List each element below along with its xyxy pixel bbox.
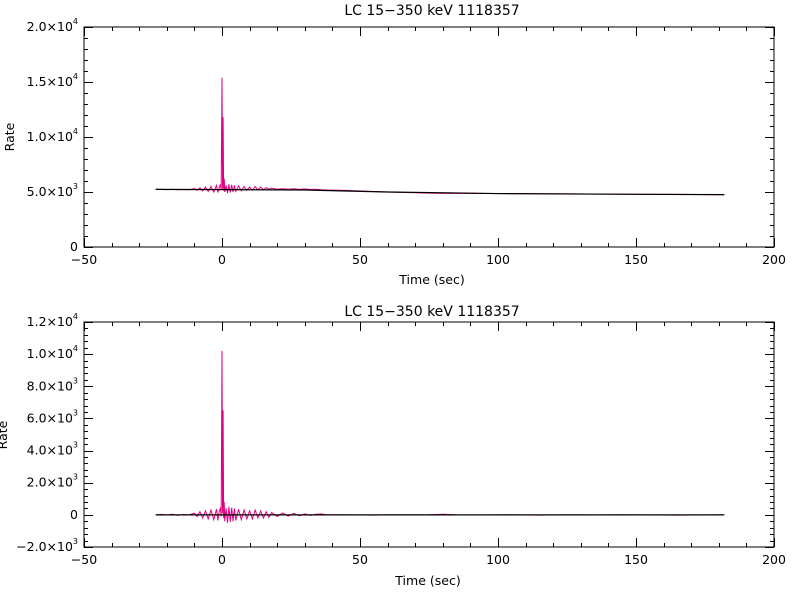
bottom-y-tick-label: 6.0×103 bbox=[27, 408, 78, 425]
bottom-x-tick-label: −50 bbox=[71, 552, 97, 567]
bottom-grid-ticks bbox=[84, 322, 775, 548]
top-x-tick-labels: −50 0 50 100 150 200 bbox=[71, 252, 786, 267]
bottom-x-tick-label: 150 bbox=[624, 552, 648, 567]
bottom-y-tick-label: 0 bbox=[70, 507, 78, 522]
top-series-line-1 bbox=[155, 188, 725, 196]
bottom-y-tick-label: −2.0×103 bbox=[16, 537, 78, 554]
bottom-x-tick-label: 100 bbox=[486, 552, 510, 567]
top-y-tick-label: 0 bbox=[70, 239, 78, 254]
top-x-tick-label: 200 bbox=[762, 252, 786, 267]
top-title: LC 15−350 keV 1118357 bbox=[344, 3, 519, 19]
bottom-plot-frame bbox=[83, 321, 775, 548]
top-y-tick-label: 1.0×104 bbox=[27, 127, 78, 144]
bottom-y-tick-label: 4.0×103 bbox=[27, 441, 78, 458]
bottom-y-tick-label: 1.0×104 bbox=[27, 344, 78, 361]
top-x-axis-title: Time (sec) bbox=[398, 272, 464, 287]
top-y-axis-title: Rate bbox=[2, 122, 17, 151]
top-y-tick-exponent: 3 bbox=[73, 182, 78, 191]
bottom-y-tick-exponent: 4 bbox=[73, 344, 78, 353]
top-y-tick-mantissa: 1.5×10 bbox=[27, 74, 73, 89]
bottom-x-tick-label: 50 bbox=[352, 552, 368, 567]
bottom-x-tick-labels: −50 0 50 100 150 200 bbox=[71, 552, 786, 567]
top-y-tick-mantissa: 0 bbox=[70, 239, 78, 254]
bottom-y-tick-label: 1.2×104 bbox=[27, 312, 78, 329]
top-y-tick-exponent: 4 bbox=[73, 72, 78, 81]
top-x-tick-label: 150 bbox=[624, 252, 648, 267]
top-series-line-0 bbox=[155, 77, 725, 196]
bottom-y-tick-mantissa: 6.0×10 bbox=[27, 410, 73, 425]
top-y-tick-mantissa: 5.0×10 bbox=[27, 184, 73, 199]
bottom-y-tick-mantissa: 1.2×10 bbox=[27, 314, 73, 329]
bottom-y-tick-mantissa: 4.0×10 bbox=[27, 443, 73, 458]
bottom-y-tick-labels: −2.0×10302.0×1034.0×1036.0×1038.0×1031.0… bbox=[16, 312, 78, 554]
top-grid-ticks bbox=[84, 27, 775, 248]
bottom-series-line-0 bbox=[155, 350, 725, 523]
bottom-y-tick-mantissa: 0 bbox=[70, 507, 78, 522]
bottom-y-tick-mantissa: −2.0×10 bbox=[16, 539, 73, 554]
bottom-y-tick-mantissa: 2.0×10 bbox=[27, 475, 73, 490]
top-x-tick-label: 100 bbox=[486, 252, 510, 267]
bottom-y-tick-exponent: 4 bbox=[73, 312, 78, 321]
bottom-x-axis-title: Time (sec) bbox=[394, 573, 460, 588]
bottom-y-axis-title: Rate bbox=[0, 420, 10, 449]
bottom-y-tick-exponent: 3 bbox=[73, 376, 78, 385]
top-plot-frame bbox=[83, 26, 775, 248]
panel-top: LC 15−350 keV 1118357 −50 0 50 100 150 200 05… bbox=[2, 3, 786, 287]
top-x-tick-label: 50 bbox=[352, 252, 368, 267]
bottom-y-tick-exponent: 3 bbox=[73, 408, 78, 417]
top-y-tick-mantissa: 2.0×10 bbox=[27, 19, 73, 34]
bottom-y-tick-label: 2.0×103 bbox=[27, 473, 78, 490]
top-y-tick-exponent: 4 bbox=[73, 17, 78, 26]
top-y-tick-exponent: 4 bbox=[73, 127, 78, 136]
bottom-y-tick-exponent: 3 bbox=[73, 537, 78, 546]
bottom-y-tick-exponent: 3 bbox=[73, 441, 78, 450]
bottom-x-tick-label: 200 bbox=[762, 552, 786, 567]
panel-bottom: LC 15−350 keV 1118357 −50 0 50 100 150 200 −2… bbox=[0, 304, 786, 588]
bottom-x-tick-label: 0 bbox=[218, 552, 226, 567]
bottom-series bbox=[155, 350, 725, 523]
bottom-y-tick-mantissa: 1.0×10 bbox=[27, 346, 73, 361]
top-series bbox=[155, 77, 725, 196]
top-x-tick-label: −50 bbox=[71, 252, 97, 267]
bottom-y-tick-mantissa: 8.0×10 bbox=[27, 378, 73, 393]
top-y-tick-mantissa: 1.0×10 bbox=[27, 129, 73, 144]
top-y-tick-label: 1.5×104 bbox=[27, 72, 78, 89]
top-y-tick-label: 2.0×104 bbox=[27, 17, 78, 34]
bottom-y-tick-exponent: 3 bbox=[73, 473, 78, 482]
bottom-title: LC 15−350 keV 1118357 bbox=[344, 304, 519, 320]
bottom-y-tick-label: 8.0×103 bbox=[27, 376, 78, 393]
top-y-tick-label: 5.0×103 bbox=[27, 182, 78, 199]
top-x-tick-label: 0 bbox=[218, 252, 226, 267]
